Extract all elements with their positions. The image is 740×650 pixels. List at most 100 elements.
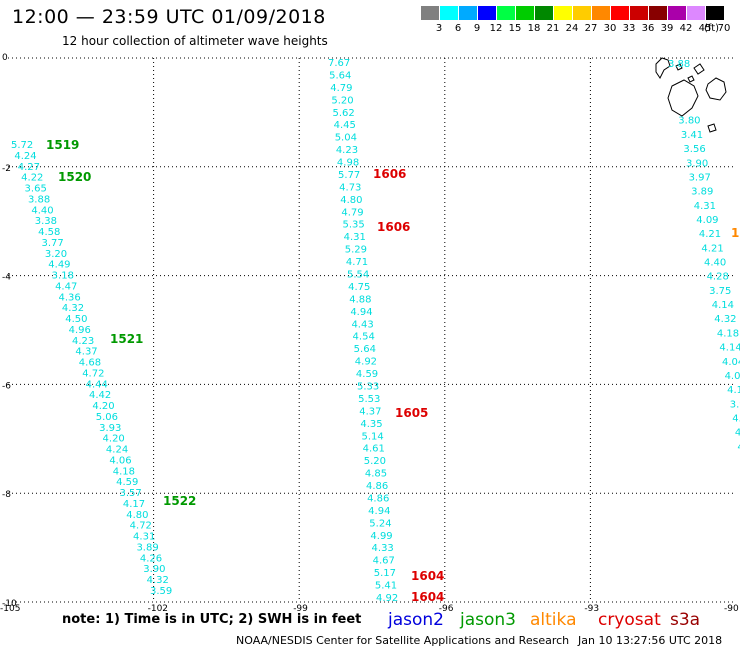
galapagos-islands <box>655 57 727 133</box>
legend-swatch <box>630 6 648 20</box>
legend-swatch <box>421 6 439 20</box>
swh-value: 4.22 <box>21 173 43 184</box>
swh-value: 7.67 <box>328 58 350 69</box>
swh-value: 4.20 <box>103 434 125 445</box>
swh-value: 4.86 <box>367 493 389 504</box>
swh-value: 4.43 <box>351 319 373 330</box>
island-shape <box>655 57 671 79</box>
swh-value: 5.64 <box>329 70 351 81</box>
swh-value: 3.20 <box>45 249 67 260</box>
legend-label: 33 <box>622 23 636 34</box>
latitude-label: -10 <box>2 599 17 609</box>
swh-value: 5.14 <box>361 431 383 442</box>
swh-value: 4.94 <box>350 307 372 318</box>
legend-label: 21 <box>546 23 560 34</box>
pass-time-label: 1522 <box>163 494 196 508</box>
swh-value: 4.85 <box>365 469 387 480</box>
swh-value: 3.75 <box>709 286 731 297</box>
swh-value: 4.19 <box>727 385 740 396</box>
swh-value: 4.40 <box>704 258 726 269</box>
pass-time-label: 1604 <box>411 590 444 604</box>
longitude-labels: -105 -102 -99 -96 -93 -90 <box>0 604 739 614</box>
swh-value: 4.72 <box>130 521 152 532</box>
swh-value: 4.26 <box>140 553 162 564</box>
island-shape <box>693 63 705 75</box>
swh-value: 4.31 <box>694 201 716 212</box>
longitude-label: -90 <box>724 604 739 614</box>
legend-label: 39 <box>660 23 674 34</box>
swh-value: 4.44 <box>86 379 108 390</box>
latitude-label: -6 <box>2 381 11 391</box>
swh-value: 4.59 <box>116 477 138 488</box>
swh-value: 3.80 <box>678 116 700 127</box>
swh-value: 3.89 <box>691 187 713 198</box>
legend-swatch <box>649 6 667 20</box>
latitude-labels: 0 -2 -4 -6 -8 -10 <box>2 53 17 609</box>
swh-value: 4.33 <box>372 543 394 554</box>
swh-value: 3.88 <box>668 59 690 70</box>
swh-value: 3.57 <box>119 488 141 499</box>
swh-value: 4.32 <box>147 575 169 586</box>
swh-value: 3.18 <box>52 271 74 282</box>
swh-value: 5.06 <box>96 412 118 423</box>
swh-value: 4.45 <box>334 120 356 131</box>
swh-value: 4.27 <box>18 162 40 173</box>
swh-tracks: 5.724.244.274.223.653.884.403.384.583.77… <box>11 58 740 604</box>
swh-value: 5.24 <box>369 518 391 529</box>
swh-value: 4.86 <box>366 481 388 492</box>
swh-value: 4.32 <box>714 314 736 325</box>
swh-value: 3.97 <box>689 172 711 183</box>
swh-value: 3.89 <box>136 542 158 553</box>
credit-line: NOAA/NESDIS Center for Satellite Applica… <box>236 634 570 647</box>
swh-value: 5.04 <box>335 133 357 144</box>
legend-label: 42 <box>679 23 693 34</box>
longitude-label: -105 <box>0 604 20 614</box>
swh-value: 5.64 <box>354 344 376 355</box>
swh-value: 5.35 <box>343 220 365 231</box>
latitude-label: -2 <box>2 164 11 174</box>
swh-value: 4.92 <box>376 593 398 604</box>
legend-label: 3 <box>435 23 443 34</box>
swh-value: 4.54 <box>353 332 375 343</box>
swh-value: 5.53 <box>358 394 380 405</box>
swh-value: 5.54 <box>347 270 369 281</box>
swh-value: 5.20 <box>364 456 386 467</box>
swh-value: 4.80 <box>126 510 148 521</box>
swh-value: 4.20 <box>92 401 114 412</box>
swh-value: 5.29 <box>345 245 367 256</box>
legend-swatch <box>535 6 553 20</box>
pass-time-label: 1605 <box>395 406 428 420</box>
swh-value: 4.61 <box>363 444 385 455</box>
legend-swatch <box>592 6 610 20</box>
pass-time-label: 1604 <box>411 569 444 583</box>
latitude-label: -8 <box>2 490 11 500</box>
swh-value: 3.77 <box>42 238 64 249</box>
swh-value: 4.37 <box>75 347 97 358</box>
satellite-altika-label: altika <box>530 610 577 630</box>
satellite-jason2-label: jason2 <box>388 610 444 630</box>
swh-value: 4.17 <box>123 499 145 510</box>
swh-value: 4.24 <box>106 445 128 456</box>
swh-value: 4.67 <box>373 556 395 567</box>
swh-value: 3.56 <box>683 144 705 155</box>
swh-value: 4.79 <box>341 207 363 218</box>
swh-value: 5.33 <box>357 381 379 392</box>
legend-swatch <box>497 6 515 20</box>
swh-value: 4.35 <box>360 419 382 430</box>
legend-swatch <box>554 6 572 20</box>
island-shape <box>707 123 717 133</box>
swh-value: 3.59 <box>150 586 172 597</box>
legend-label: 12 <box>489 23 503 34</box>
legend-swatch <box>687 6 705 20</box>
legend-swatch <box>668 6 686 20</box>
swh-value: 4.79 <box>330 83 352 94</box>
legend-swatch <box>440 6 458 20</box>
swh-value: 4.36 <box>58 292 80 303</box>
swh-value: 4.50 <box>65 314 87 325</box>
swh-value: 4.59 <box>356 369 378 380</box>
swh-value: 4.14 <box>732 413 740 424</box>
swh-value: 3.38 <box>35 216 57 227</box>
island-shape <box>687 75 695 83</box>
swh-value: 5.17 <box>374 568 396 579</box>
